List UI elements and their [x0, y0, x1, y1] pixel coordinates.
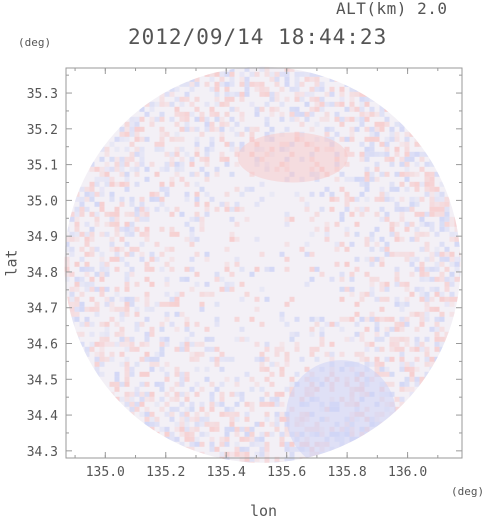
y-tick-label: 34.9 — [27, 230, 58, 245]
x-tick-label: 135.2 — [146, 465, 185, 480]
radar-disk-base — [64, 66, 461, 463]
y-tick-label: 34.8 — [27, 266, 58, 281]
y-tick-label: 35.0 — [27, 194, 58, 209]
altitude-label: ALT(km) 2.0 — [336, 0, 448, 18]
y-tick-label: 35.2 — [27, 123, 58, 138]
x-tick-label: 135.6 — [267, 465, 306, 480]
axis-ticks: 135.0 135.2 135.4 135.6 135.8 136.0 34.3 34.4 34… — [27, 68, 462, 480]
y-tick-label: 35.3 — [27, 87, 58, 102]
x-axis-unit: (deg) — [451, 485, 485, 498]
radar-disk — [64, 66, 461, 463]
x-tick-label: 136.0 — [388, 465, 427, 480]
y-tick-label: 34.5 — [27, 373, 58, 388]
y-tick-label: 34.4 — [27, 409, 58, 424]
x-axis-label: lon — [250, 502, 278, 520]
y-tick-label: 34.3 — [27, 445, 58, 460]
x-tick-label: 135.4 — [207, 465, 246, 480]
x-tick-label: 135.8 — [328, 465, 367, 480]
timestamp-title: 2012/09/14 18:44:23 — [128, 25, 388, 49]
plot-frame — [65, 67, 463, 459]
y-tick-label: 34.7 — [27, 302, 58, 317]
x-tick-label: 135.0 — [86, 465, 125, 480]
y-axis-unit: (deg) — [18, 36, 52, 49]
y-tick-label: 34.6 — [27, 338, 58, 353]
y-tick-label: 35.1 — [27, 159, 58, 174]
